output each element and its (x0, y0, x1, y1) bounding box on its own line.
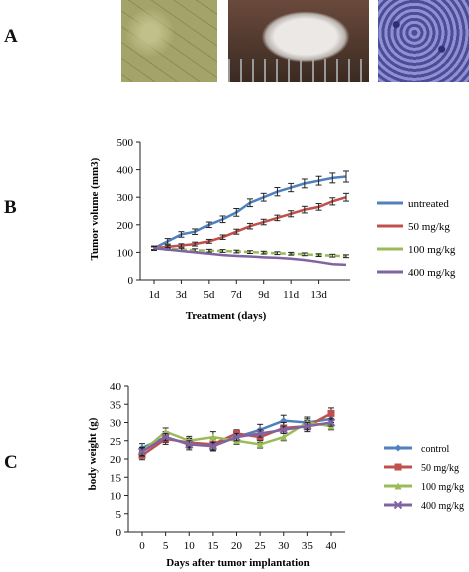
tumor-volume-chart: 0 100 200 300 400 500 1d 3d 5d 7d 9d 11d 13d untreate… (89, 137, 456, 322)
legend-label-1: 50 mg/kg (421, 463, 459, 474)
tumor-volume-marks: 0 100 200 300 400 500 1d 3d 5d 7d 9d 11d 13d untreate… (117, 137, 456, 301)
panel-label-c: C (4, 452, 18, 473)
point-marker-3 (326, 418, 336, 427)
x-tick-label: 20 (231, 540, 243, 552)
series-line-2 (153, 247, 347, 258)
x-tick-label: 1d (149, 289, 161, 301)
tumor-tissue-stain-photo (378, 0, 469, 82)
point-marker-3 (303, 421, 312, 431)
point-marker-0 (394, 444, 402, 452)
tumor-volume-y-axis-label: Tumor volume (mm3) (89, 157, 101, 260)
tumor-volume-x-axis-label: Treatment (days) (186, 310, 267, 322)
x-tick-label: 9d (258, 289, 270, 301)
legend-label-1: 50 mg/kg (408, 221, 450, 233)
y-tick-label: 25 (110, 436, 122, 448)
series-line-3 (153, 247, 347, 267)
x-tick-label: 10 (184, 540, 196, 552)
legend-label-2: 100 mg/kg (408, 244, 456, 256)
x-tick-label: 5 (163, 540, 169, 552)
point-marker-1 (327, 409, 335, 417)
panel-label-b: B (4, 197, 17, 218)
point-marker-2 (256, 440, 264, 448)
panel-label-a: A (4, 26, 18, 47)
point-marker-3 (137, 447, 147, 456)
point-marker-3 (185, 440, 194, 449)
x-tick-label: 11d (283, 289, 300, 301)
point-marker-3 (255, 429, 265, 438)
y-tick-label: 35 (110, 399, 122, 411)
y-tick-label: 200 (117, 220, 134, 232)
x-tick-label: 0 (139, 540, 145, 552)
point-marker-3 (279, 425, 288, 435)
y-tick-label: 500 (117, 137, 134, 149)
point-marker-3 (161, 432, 170, 442)
legend-label-3: 400 mg/kg (408, 267, 456, 279)
x-tick-label: 40 (326, 540, 338, 552)
y-tick-label: 0 (128, 275, 134, 287)
y-tick-label: 20 (110, 454, 122, 466)
legend-label-2: 100 mg/kg (421, 482, 464, 493)
point-marker-3 (232, 432, 241, 442)
body-weight-chart: 0 5 10 15 20 25 30 35 40 0 5 10 15 20 25 30 35 40 control 5… (87, 381, 464, 569)
body-weight-x-axis-label: Days after tumor implantation (166, 557, 310, 569)
legend-label-0: untreated (408, 198, 449, 210)
legend-label-0: control (421, 444, 450, 455)
x-tick-label: 3d (176, 289, 188, 301)
legend-label-3: 400 mg/kg (421, 501, 464, 512)
x-tick-label: 30 (278, 540, 290, 552)
point-marker-2 (280, 433, 288, 441)
y-tick-label: 400 (117, 165, 134, 177)
point-marker-3 (208, 442, 218, 451)
y-tick-label: 30 (110, 418, 122, 430)
x-tick-label: 13d (310, 289, 327, 301)
point-marker-2 (394, 482, 402, 490)
y-tick-label: 5 (116, 509, 122, 521)
x-tick-label: 35 (302, 540, 314, 552)
x-tick-label: 25 (255, 540, 267, 552)
x-tick-label: 15 (207, 540, 219, 552)
x-tick-label: 7d (231, 289, 243, 301)
x-tick-label: 5d (203, 289, 215, 301)
y-tick-label: 15 (110, 472, 122, 484)
body-weight-marks: 0 5 10 15 20 25 30 35 40 0 5 10 15 20 25 30 35 40 control 5… (110, 381, 464, 552)
y-tick-label: 40 (110, 381, 122, 393)
y-tick-label: 100 (117, 247, 134, 259)
point-marker-3 (393, 500, 403, 510)
point-marker-2 (209, 433, 217, 441)
y-tick-label: 300 (117, 192, 134, 204)
point-marker-1 (394, 463, 402, 471)
y-tick-label: 0 (116, 527, 122, 539)
y-tick-label: 10 (110, 491, 122, 503)
cell-culture-photo (121, 0, 217, 82)
body-weight-y-axis-label: body weight (g) (87, 417, 99, 490)
mouse-tumor-photo (228, 0, 369, 82)
